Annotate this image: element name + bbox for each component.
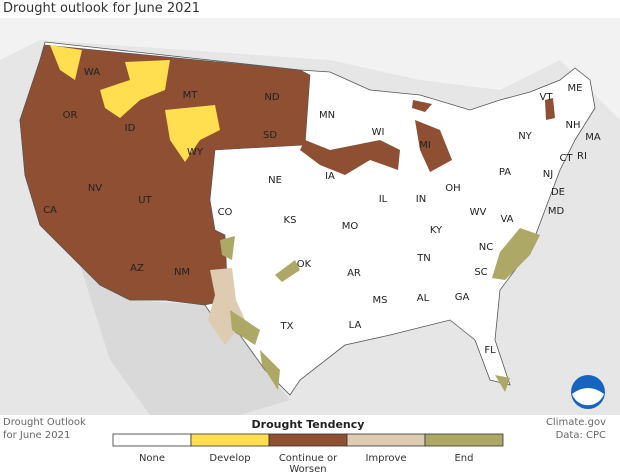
state-label: WV bbox=[470, 207, 487, 218]
state-label: MT bbox=[183, 90, 199, 101]
state-label: ND bbox=[264, 92, 279, 103]
state-label: IA bbox=[325, 171, 335, 182]
state-label: MA bbox=[585, 132, 601, 143]
state-label: AZ bbox=[130, 263, 144, 274]
state-label: VT bbox=[540, 92, 554, 103]
state-label: PA bbox=[499, 167, 511, 178]
state-label: WI bbox=[372, 127, 385, 138]
state-label: NH bbox=[566, 120, 581, 131]
state-label: MI bbox=[419, 140, 431, 151]
canada bbox=[0, 18, 620, 120]
legend-label: Develop bbox=[209, 453, 250, 464]
state-label: IL bbox=[379, 194, 388, 205]
legend-title: Drought Tendency bbox=[252, 418, 365, 431]
legend-label: Worsen bbox=[289, 464, 326, 475]
state-label: LA bbox=[349, 320, 362, 331]
legend-swatch bbox=[112, 433, 192, 447]
drought-vt bbox=[545, 98, 555, 120]
title: Drought outlook for June 2021 bbox=[3, 1, 200, 16]
credit-line: Climate.gov bbox=[546, 417, 606, 428]
credit-line: Data: CPC bbox=[556, 430, 606, 441]
state-label: UT bbox=[138, 195, 152, 206]
state-label: NM bbox=[174, 267, 190, 278]
state-label: ID bbox=[125, 123, 136, 134]
noaa-logo bbox=[571, 375, 605, 409]
state-label: SD bbox=[263, 130, 277, 141]
logo-wave bbox=[572, 388, 604, 406]
state-label: NE bbox=[268, 175, 282, 186]
state-label: SC bbox=[474, 267, 487, 278]
drought-end bbox=[220, 228, 540, 392]
state-label: NV bbox=[88, 183, 102, 194]
state-label: AL bbox=[417, 293, 430, 304]
legend-swatch bbox=[190, 433, 270, 447]
state-label: GA bbox=[455, 292, 470, 303]
state-label: MO bbox=[342, 221, 359, 232]
legend-label: End bbox=[454, 453, 473, 464]
state-label: FL bbox=[484, 345, 496, 356]
state-label: AR bbox=[347, 268, 361, 279]
state-label: TN bbox=[416, 253, 431, 264]
state-label: CA bbox=[43, 205, 57, 216]
state-label: MS bbox=[373, 295, 388, 306]
state-label: CO bbox=[218, 207, 233, 218]
legend-swatch bbox=[268, 433, 348, 447]
state-label: NJ bbox=[543, 169, 553, 180]
state-label: MN bbox=[319, 110, 335, 121]
state-label: OH bbox=[445, 183, 460, 194]
state-label: IN bbox=[416, 194, 426, 205]
state-label: OK bbox=[297, 259, 312, 270]
state-label: MD bbox=[548, 206, 565, 217]
state-label: ME bbox=[568, 83, 583, 94]
state-label: KS bbox=[284, 215, 297, 226]
state-label: NY bbox=[518, 131, 532, 142]
drought-develop bbox=[50, 45, 220, 162]
state-label: CT bbox=[559, 153, 573, 164]
state-label: OR bbox=[63, 110, 78, 121]
state-label: WY bbox=[187, 147, 204, 158]
map: WA OR CA NV ID MT WY UT AZ NM CO ND SD NE KS OK TX MN IA MO… bbox=[0, 18, 620, 415]
state-labels: WA OR CA NV ID MT WY UT AZ NM CO ND SD NE KS OK TX MN IA MO… bbox=[43, 67, 601, 356]
legend-label: Continue or bbox=[279, 453, 338, 464]
legend-swatch bbox=[424, 433, 504, 447]
state-label: NC bbox=[479, 242, 493, 253]
state-label: WA bbox=[84, 67, 100, 78]
state-label: KY bbox=[430, 225, 443, 236]
legend-label: None bbox=[139, 453, 165, 464]
caption-line: Drought Outlook bbox=[3, 417, 86, 428]
state-label: TX bbox=[280, 321, 294, 332]
drought-midwest bbox=[300, 140, 400, 175]
state-label: VA bbox=[500, 214, 513, 225]
drought-mi bbox=[415, 120, 452, 172]
state-label: RI bbox=[577, 151, 587, 162]
caption-line: for June 2021 bbox=[3, 430, 70, 441]
legend-label: Improve bbox=[365, 453, 406, 464]
drought-up bbox=[412, 100, 432, 112]
legend-swatch bbox=[346, 433, 426, 447]
state-label: DE bbox=[551, 187, 565, 198]
mexico bbox=[80, 265, 290, 415]
